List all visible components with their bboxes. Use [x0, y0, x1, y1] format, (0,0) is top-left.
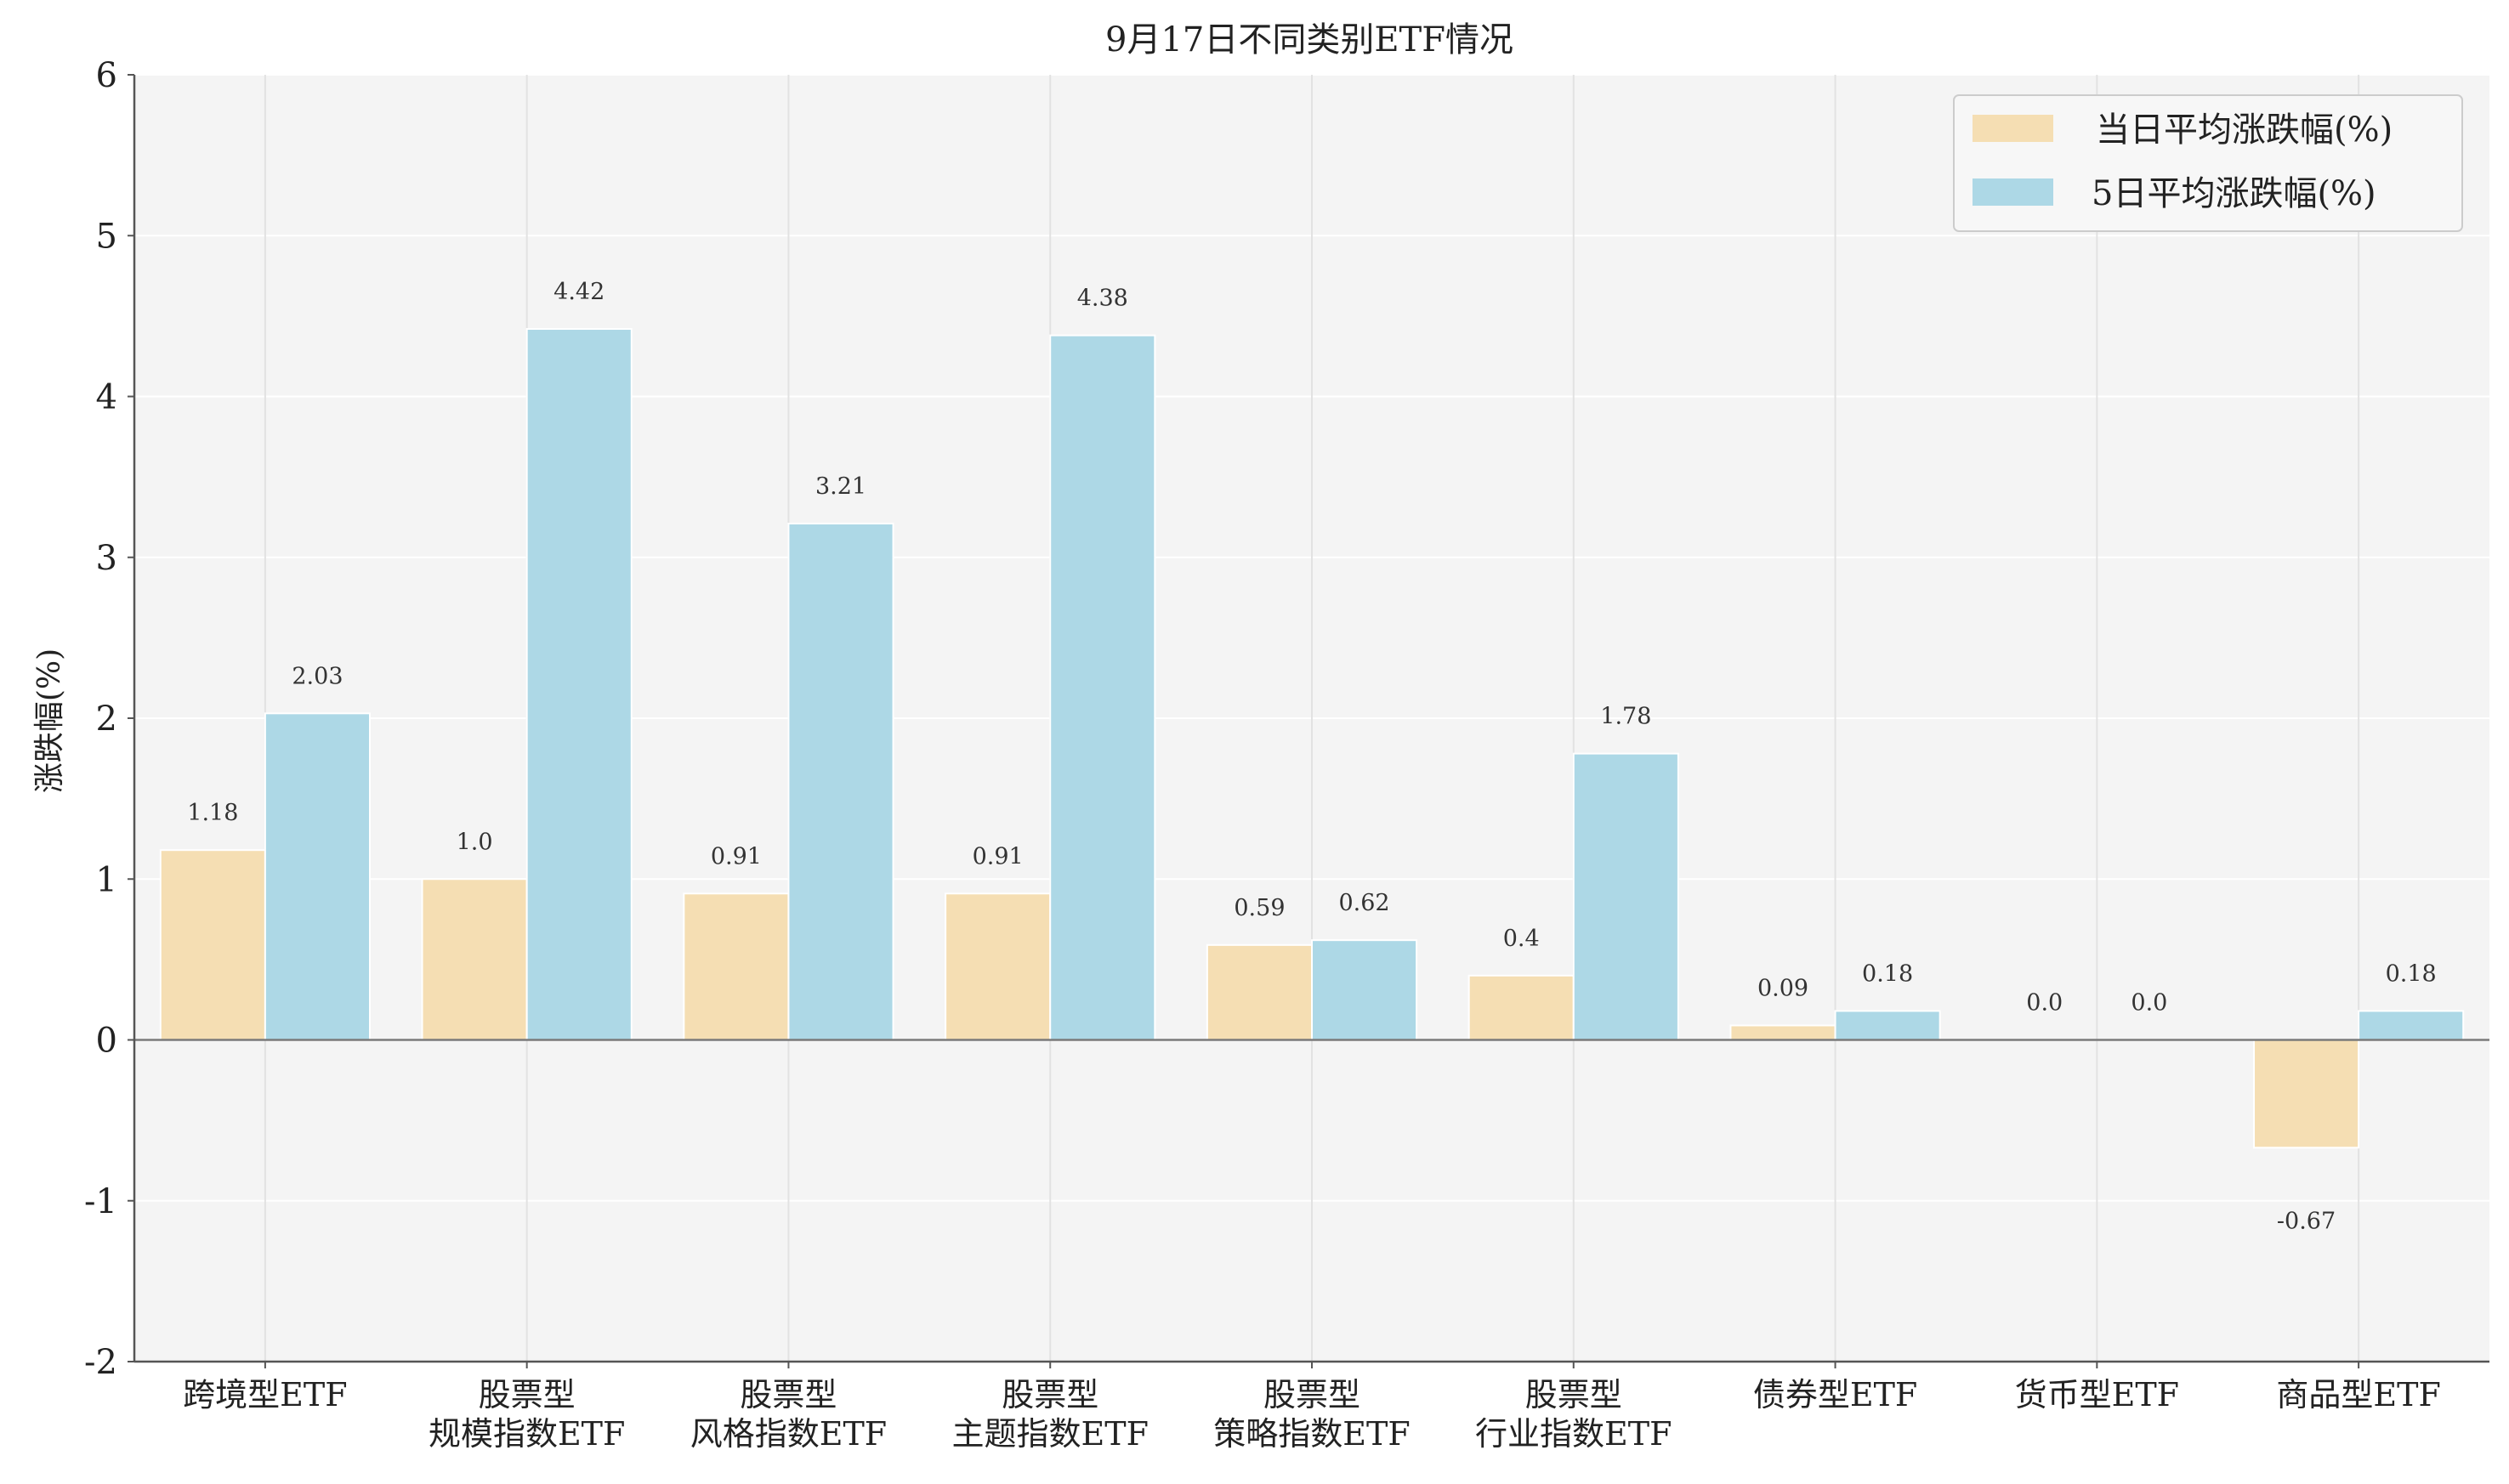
- x-tick-label-line: 股票型: [740, 1376, 837, 1413]
- value-label-5day: 0.18: [1862, 960, 1913, 987]
- y-axis-label: 涨跌幅(%): [32, 649, 67, 793]
- bar-daily: [159, 849, 266, 1041]
- x-tick-label-line: 主题指数ETF: [951, 1415, 1148, 1453]
- y-tick-label: 1: [96, 860, 117, 899]
- data-labels: 1.18 1.0 0.91 0.91 0.59 0.4 0.09 0.0 -0.67 2.03 4.…: [187, 279, 2436, 1234]
- x-tick-label: 股票型行业指数ETF: [1475, 1376, 1672, 1453]
- bar-daily: [1467, 974, 1575, 1041]
- value-label-5day: 4.38: [1077, 286, 1128, 312]
- axes: [128, 74, 2489, 1368]
- value-label-daily: -0.67: [2277, 1208, 2336, 1234]
- x-tick-label-line: 股票型: [1263, 1376, 1360, 1413]
- y-tick-labels: -2 -1 0 1 2 3 4 5 6: [84, 56, 117, 1382]
- x-tick-label-line: 行业指数ETF: [1475, 1415, 1672, 1453]
- bar-5day: [2358, 1010, 2465, 1041]
- value-label-daily: 0.91: [711, 843, 762, 869]
- value-label-5day: 1.78: [1600, 704, 1651, 730]
- x-tick-label-line: 股票型: [1525, 1376, 1622, 1413]
- x-tick-label-line: 债券型ETF: [1753, 1376, 1917, 1413]
- value-label-5day: 4.42: [553, 279, 605, 305]
- bar-5day: [787, 523, 894, 1041]
- value-label-daily: 1.18: [187, 800, 238, 826]
- value-label-daily: 1.0: [457, 829, 493, 855]
- x-tick-label-line: 商品型ETF: [2276, 1376, 2440, 1413]
- bar-daily: [2253, 1039, 2360, 1149]
- value-label-5day: 0.0: [2131, 990, 2167, 1017]
- y-tick-label: 3: [96, 539, 117, 578]
- x-tick-label-line: 货币型ETF: [2015, 1376, 2179, 1413]
- legend-label-daily: 当日平均涨跌幅(%): [2096, 110, 2393, 150]
- x-tick-label: 商品型ETF: [2276, 1376, 2440, 1413]
- value-label-5day: 0.18: [2386, 960, 2437, 987]
- bar-daily: [1206, 943, 1314, 1041]
- value-label-5day: 2.03: [292, 663, 343, 689]
- legend: 当日平均涨跌幅(%) 5日平均涨跌幅(%): [1953, 94, 2463, 232]
- value-label-5day: 3.21: [815, 473, 866, 500]
- y-tick-label: 2: [96, 700, 117, 739]
- x-tick-label-line: 股票型: [1002, 1376, 1098, 1413]
- chart-title: 9月17日不同类别ETF情况: [1105, 20, 1513, 59]
- bar-5day: [1049, 334, 1156, 1041]
- y-tick-label: -2: [84, 1343, 117, 1382]
- bar-daily: [683, 892, 790, 1041]
- y-tick-label: 0: [96, 1022, 117, 1061]
- bar-5day: [1311, 939, 1418, 1041]
- x-tick-label-line: 跨境型ETF: [183, 1376, 347, 1413]
- value-label-daily: 0.4: [1503, 926, 1540, 952]
- value-label-daily: 0.0: [2026, 990, 2063, 1017]
- x-tick-label: 股票型主题指数ETF: [951, 1376, 1148, 1453]
- value-label-daily: 0.09: [1757, 975, 1808, 1001]
- x-tick-label: 债券型ETF: [1753, 1376, 1917, 1413]
- y-tick-label: 5: [96, 217, 117, 256]
- value-label-daily: 0.59: [1234, 895, 1285, 921]
- x-tick-label-line: 策略指数ETF: [1213, 1415, 1410, 1453]
- y-tick-label: -1: [84, 1182, 117, 1221]
- bar-5day: [264, 712, 371, 1041]
- x-tick-label-line: 股票型: [479, 1376, 576, 1413]
- bar-daily: [1729, 1024, 1836, 1041]
- bar-5day: [1572, 752, 1679, 1041]
- value-label-5day: 0.62: [1338, 890, 1389, 916]
- legend-swatch-daily: [1973, 115, 2053, 142]
- x-tick-label-line: 风格指数ETF: [690, 1415, 887, 1453]
- x-tick-labels: 跨境型ETF 股票型规模指数ETF股票型风格指数ETF股票型主题指数ETF股票型策…: [183, 1376, 2441, 1453]
- bar-5day: [525, 328, 633, 1041]
- bar-daily: [945, 892, 1052, 1041]
- x-tick-label: 股票型规模指数ETF: [429, 1376, 625, 1453]
- x-tick-label: 货币型ETF: [2015, 1376, 2179, 1413]
- x-tick-label: 跨境型ETF: [183, 1376, 347, 1413]
- x-tick-label: 股票型风格指数ETF: [690, 1376, 887, 1453]
- legend-swatch-5day: [1973, 178, 2053, 206]
- y-tick-label: 4: [96, 378, 117, 417]
- y-tick-label: 6: [96, 56, 117, 95]
- x-tick-label-line: 规模指数ETF: [429, 1415, 625, 1453]
- legend-label-5day: 5日平均涨跌幅(%): [2092, 174, 2376, 213]
- value-label-daily: 0.91: [973, 843, 1024, 869]
- bar-daily: [421, 878, 528, 1041]
- legend-box: [1953, 94, 2463, 232]
- bar-5day: [1834, 1010, 1941, 1041]
- x-tick-label: 股票型策略指数ETF: [1213, 1376, 1410, 1453]
